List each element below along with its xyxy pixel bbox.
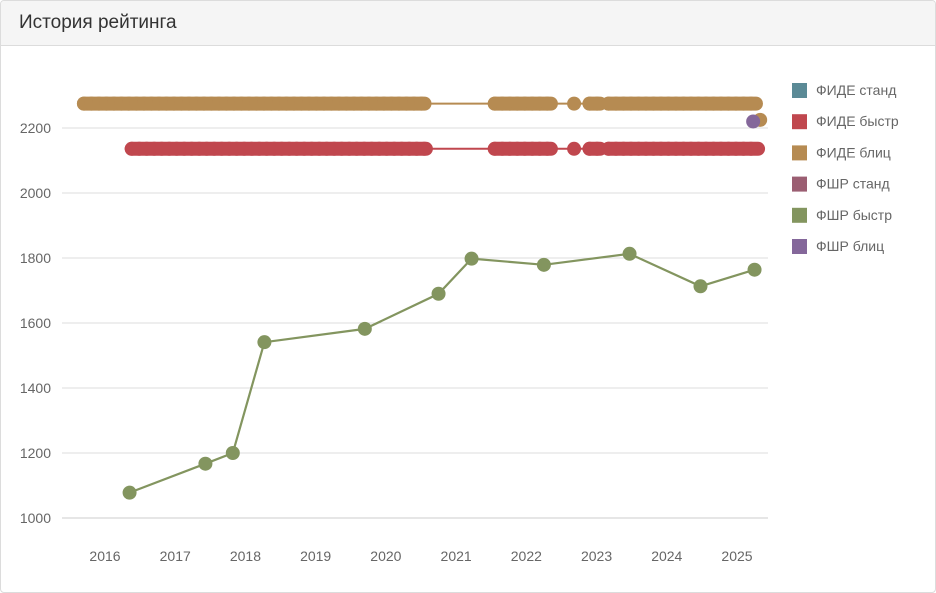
legend-item[interactable]: ФШР станд <box>792 176 890 192</box>
data-point <box>414 96 429 111</box>
legend-swatch <box>792 207 807 223</box>
legend-swatch <box>792 239 807 254</box>
card-title: История рейтинга <box>19 12 177 33</box>
legend-label: ФИДЕ быстр <box>816 113 899 129</box>
data-point <box>590 141 605 156</box>
data-point <box>567 141 582 156</box>
x-axis: 2016 2017 2018 2019 2020 2021 2022 2023 2024 2025 <box>89 548 752 564</box>
data-point <box>464 251 479 266</box>
y-tick-label: 1200 <box>20 445 51 461</box>
legend-swatch <box>792 83 807 98</box>
y-tick-label: 2000 <box>20 185 51 201</box>
x-tick-label: 2025 <box>721 548 752 564</box>
grid-lines <box>62 127 768 519</box>
data-point <box>257 335 272 350</box>
x-tick-label: 2023 <box>581 548 612 564</box>
data-point <box>198 456 213 471</box>
data-point <box>417 141 432 156</box>
y-tick-label: 2200 <box>20 120 51 136</box>
y-axis: 1000 1200 1400 1600 1800 2000 2200 <box>20 120 51 526</box>
legend-item[interactable]: ФИДЕ станд <box>792 82 896 98</box>
legend-item[interactable]: ФШР блиц <box>792 238 884 254</box>
data-point <box>747 262 762 277</box>
data-point <box>743 141 758 156</box>
x-tick-label: 2021 <box>441 548 472 564</box>
data-point <box>225 446 240 460</box>
x-tick-label: 2017 <box>160 548 191 564</box>
legend-label: ФШР станд <box>816 176 890 192</box>
x-tick-label: 2018 <box>230 548 261 564</box>
y-tick-label: 1800 <box>20 250 51 266</box>
data-point <box>536 257 551 272</box>
x-tick-label: 2022 <box>511 548 542 564</box>
data-point <box>590 96 605 111</box>
y-tick-label: 1000 <box>20 510 51 526</box>
x-tick-label: 2024 <box>651 548 682 564</box>
legend-swatch <box>792 176 807 192</box>
legend-swatch <box>792 114 807 130</box>
data-point <box>431 286 446 301</box>
x-tick-label: 2019 <box>300 548 331 564</box>
legend-label: ФИДЕ станд <box>816 82 896 98</box>
data-point <box>746 114 761 129</box>
series-layer <box>76 96 768 500</box>
legend: ФИДЕ станд ФИДЕ быстр ФИДЕ блиц ФШР станд ФШ… <box>792 82 899 254</box>
legend-item[interactable]: ФИДЕ быстр <box>792 113 899 130</box>
y-tick-label: 1600 <box>20 315 51 331</box>
data-point <box>693 279 708 294</box>
data-point <box>122 485 137 500</box>
data-point <box>540 141 555 156</box>
series-5 <box>122 246 762 500</box>
card-header: История рейтинга <box>1 1 935 46</box>
data-point <box>540 96 555 111</box>
x-tick-label: 2020 <box>370 548 401 564</box>
x-tick-label: 2016 <box>89 548 120 564</box>
legend-swatch <box>792 145 807 161</box>
series-3 <box>76 96 768 127</box>
legend-item[interactable]: ФИДЕ блиц <box>792 144 891 161</box>
data-point <box>743 96 758 111</box>
legend-label: ФШР блиц <box>816 238 884 254</box>
data-point <box>622 246 637 261</box>
series-2 <box>124 141 766 156</box>
data-point <box>357 321 372 336</box>
y-tick-label: 1400 <box>20 380 51 396</box>
legend-item[interactable]: ФШР быстр <box>792 207 892 223</box>
series-6 <box>746 114 761 129</box>
legend-label: ФШР быстр <box>816 207 892 223</box>
data-point <box>567 96 582 111</box>
legend-label: ФИДЕ блиц <box>816 144 891 160</box>
